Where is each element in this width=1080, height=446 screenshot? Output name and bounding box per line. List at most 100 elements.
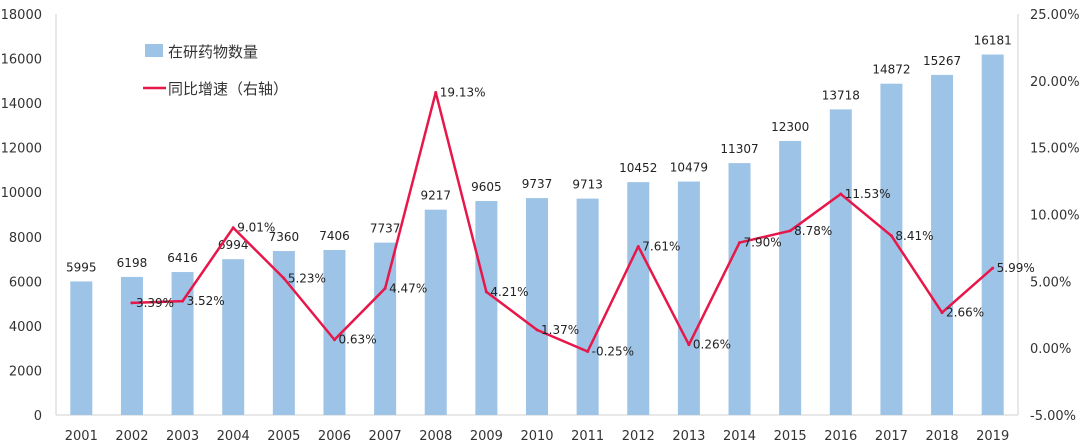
bar-labels: 5995 6198 6416 6994 7360 7406 7737 9217 9605 9737… [66,34,1012,275]
y2-tick-label: 10.00% [1030,209,1080,224]
line-point [788,229,792,233]
line-point [586,350,590,354]
line-point [535,328,539,332]
x-tick-label: 2002 [115,429,148,444]
bar-data-label: 9605 [471,180,502,194]
line-data-label: 4.21% [490,285,528,299]
line-data-label: 7.61% [642,239,680,253]
x-tick-label: 2008 [419,429,452,444]
bar [323,250,346,415]
y-tick-label: 6000 [9,275,42,290]
x-tick-label: 2001 [65,429,98,444]
bar [880,83,903,416]
line-data-label: 19.13% [440,85,486,99]
line-data-label: 11.53% [845,187,891,201]
bar-data-label: 9217 [420,189,451,203]
y-tick-label: 14000 [1,97,42,112]
bar-data-label: 9713 [572,178,603,192]
x-tick-label: 2010 [520,429,553,444]
bar [70,281,93,415]
bar [272,251,295,415]
x-tick-label: 2007 [369,429,402,444]
line-point [130,301,134,305]
growth-line-path [131,91,994,353]
x-tick-label: 2012 [622,429,655,444]
bar [931,74,954,416]
bar-data-label: 10452 [619,161,657,175]
line-data-label: 0.26% [693,338,731,352]
line-data-label: 8.78% [794,224,832,238]
line-point [181,299,185,303]
bar-data-label: 6994 [218,238,249,252]
line-data-label: -0.25% [592,345,634,359]
line-data-label: 3.52% [187,294,225,308]
line-data-label: 1.37% [541,323,579,337]
bar [171,272,194,415]
x-tick-label: 2011 [571,429,604,444]
y2-tick-label: 20.00% [1030,75,1080,90]
line-point [484,290,488,294]
y-tick-label: 16000 [1,53,42,68]
bar [829,109,852,416]
legend-bar-swatch [145,44,163,57]
line-data-label: 3.39% [136,296,174,310]
bar [627,182,650,415]
bar-data-label: 5995 [66,260,97,274]
x-tick-label: 2006 [318,429,351,444]
x-tick-label: 2009 [470,429,503,444]
bar [526,198,548,415]
y2-tick-label: -5.00% [1030,409,1076,424]
line-point [282,276,286,280]
bar [222,259,245,415]
legend-bar-label: 在研药物数量 [168,43,258,61]
bar-data-label: 6198 [117,256,148,270]
x-ticks: 2001 2002 2003 2004 2005 2006 2007 2008 2009 2010… [65,429,1009,444]
bar-data-label: 7406 [319,229,350,243]
bar-data-label: 11307 [720,142,758,156]
x-tick-label: 2017 [875,429,908,444]
line-point [940,311,944,315]
bar-data-label: 13718 [822,88,860,102]
bar [424,209,447,415]
line-data-label: 5.99% [997,261,1035,275]
x-tick-label: 2004 [217,429,250,444]
bar [728,163,751,415]
line-labels: 3.39% 3.52% 9.01% 5.23% 0.63% 4.47% 19.13% 4.21… [136,85,1035,358]
line-point [636,244,640,248]
y2-tick-label: 5.00% [1030,275,1071,290]
bar-data-label: 7737 [370,222,401,236]
line-data-label: 5.23% [288,271,326,285]
bar-data-label: 6416 [167,251,198,265]
line-point [889,234,893,238]
y-tick-label: 10000 [1,186,42,201]
bar-data-label: 9737 [522,177,553,191]
x-tick-label: 2019 [976,429,1009,444]
line-data-label: 2.66% [946,306,984,320]
bar [576,198,599,415]
bar-data-label: 10479 [670,161,708,175]
y-tick-label: 2000 [9,364,42,379]
bar [475,201,498,415]
y-tick-label: 12000 [1,142,42,157]
legend-line-label: 同比增速（右轴） [168,80,288,98]
line-data-label: 8.41% [895,229,933,243]
bar-data-label: 7360 [269,230,300,244]
x-tick-label: 2018 [926,429,959,444]
y-ticks: 0 2000 4000 6000 8000 10000 12000 14000 16000 180… [1,8,42,424]
y2-tick-label: 0.00% [1030,342,1071,357]
line-point [332,338,336,342]
y-tick-label: 0 [34,409,42,424]
line-point [738,241,742,245]
bar [981,54,1004,415]
y-tick-label: 4000 [9,320,42,335]
line-data-label: 7.90% [744,236,782,250]
line-point [383,286,387,290]
y-tick-label: 18000 [1,8,42,23]
bar-data-label: 16181 [974,34,1012,48]
line-point [991,266,995,270]
x-tick-label: 2015 [774,429,807,444]
x-tick-label: 2016 [824,429,857,444]
bar-data-label: 12300 [771,120,809,134]
line-point [839,192,843,196]
line-data-label: 9.01% [237,221,275,235]
